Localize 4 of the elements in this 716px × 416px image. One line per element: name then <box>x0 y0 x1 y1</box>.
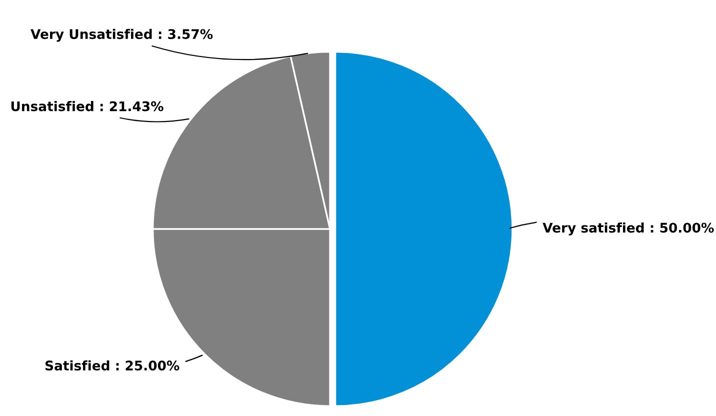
slice-label: Very Unsatisfied : 3.57% <box>30 28 213 42</box>
slice-label: Unsatisfied : 21.43% <box>11 101 164 112</box>
slice-label: Satisfied : 25.00% <box>45 360 180 371</box>
slice-label: Very satisfied : 50.00% <box>542 222 714 236</box>
